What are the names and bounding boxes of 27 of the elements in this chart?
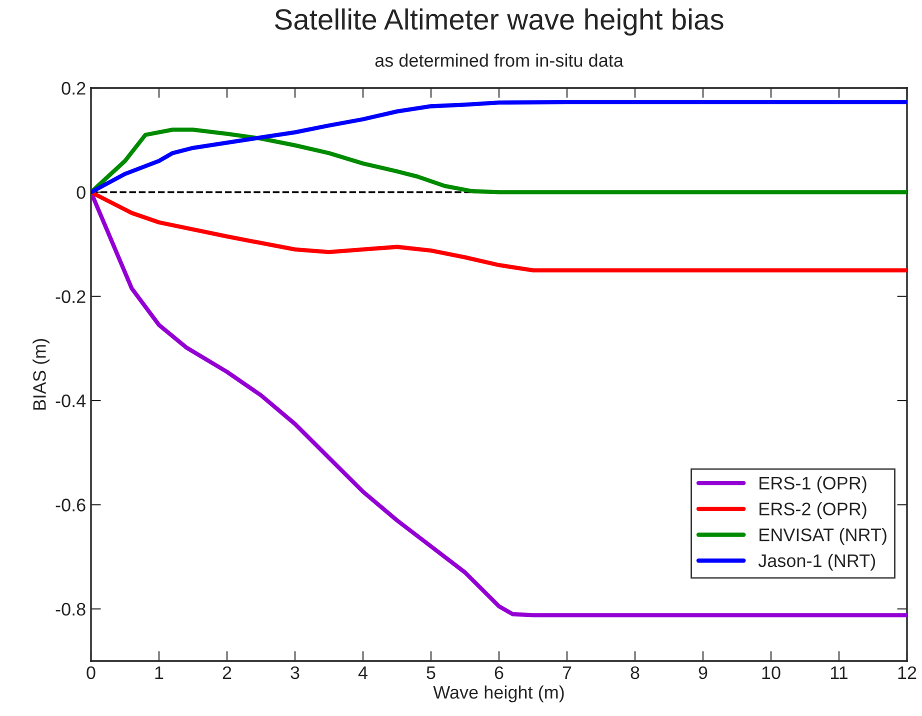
x-tick-label: 11 bbox=[831, 666, 848, 679]
x-tick-label: 6 bbox=[494, 666, 504, 680]
legend-label: ERS-2 (OPR) bbox=[760, 502, 866, 519]
x-tick-label: 3 bbox=[290, 666, 300, 680]
legend-label: ENVISAT (NRT) bbox=[760, 528, 886, 545]
x-tick-label: 2 bbox=[222, 666, 232, 679]
y-tick-label: 0.2 bbox=[62, 82, 86, 95]
x-tick-label: 4 bbox=[358, 666, 368, 679]
x-tick-label: 9 bbox=[698, 666, 708, 680]
x-tick-label: 1 bbox=[155, 666, 164, 679]
x-tick-label: 8 bbox=[630, 666, 640, 680]
y-tick-label: -0.2 bbox=[56, 290, 86, 304]
legend-label: Jason-1 (NRT) bbox=[758, 554, 876, 571]
y-tick-label: -0.8 bbox=[56, 602, 86, 616]
y-tick-label: -0.6 bbox=[56, 498, 86, 512]
x-tick-label: 7 bbox=[562, 666, 572, 679]
chart-title: Satellite Altimeter wave height bias bbox=[274, 8, 724, 36]
x-axis-title: Wave height (m) bbox=[433, 685, 564, 702]
chart-subtitle: as determined from in-situ data bbox=[375, 54, 624, 67]
y-tick-label: -0.4 bbox=[56, 394, 86, 408]
x-tick-label: 0 bbox=[86, 666, 96, 680]
x-tick-label: 10 bbox=[762, 666, 780, 680]
y-axis-title: BIAS (m) bbox=[32, 339, 50, 410]
y-tick-label: 0 bbox=[76, 186, 86, 199]
x-tick-label: 5 bbox=[426, 666, 436, 680]
legend-label: ERS-1 (OPR) bbox=[760, 476, 866, 494]
x-tick-label: 12 bbox=[898, 666, 916, 679]
